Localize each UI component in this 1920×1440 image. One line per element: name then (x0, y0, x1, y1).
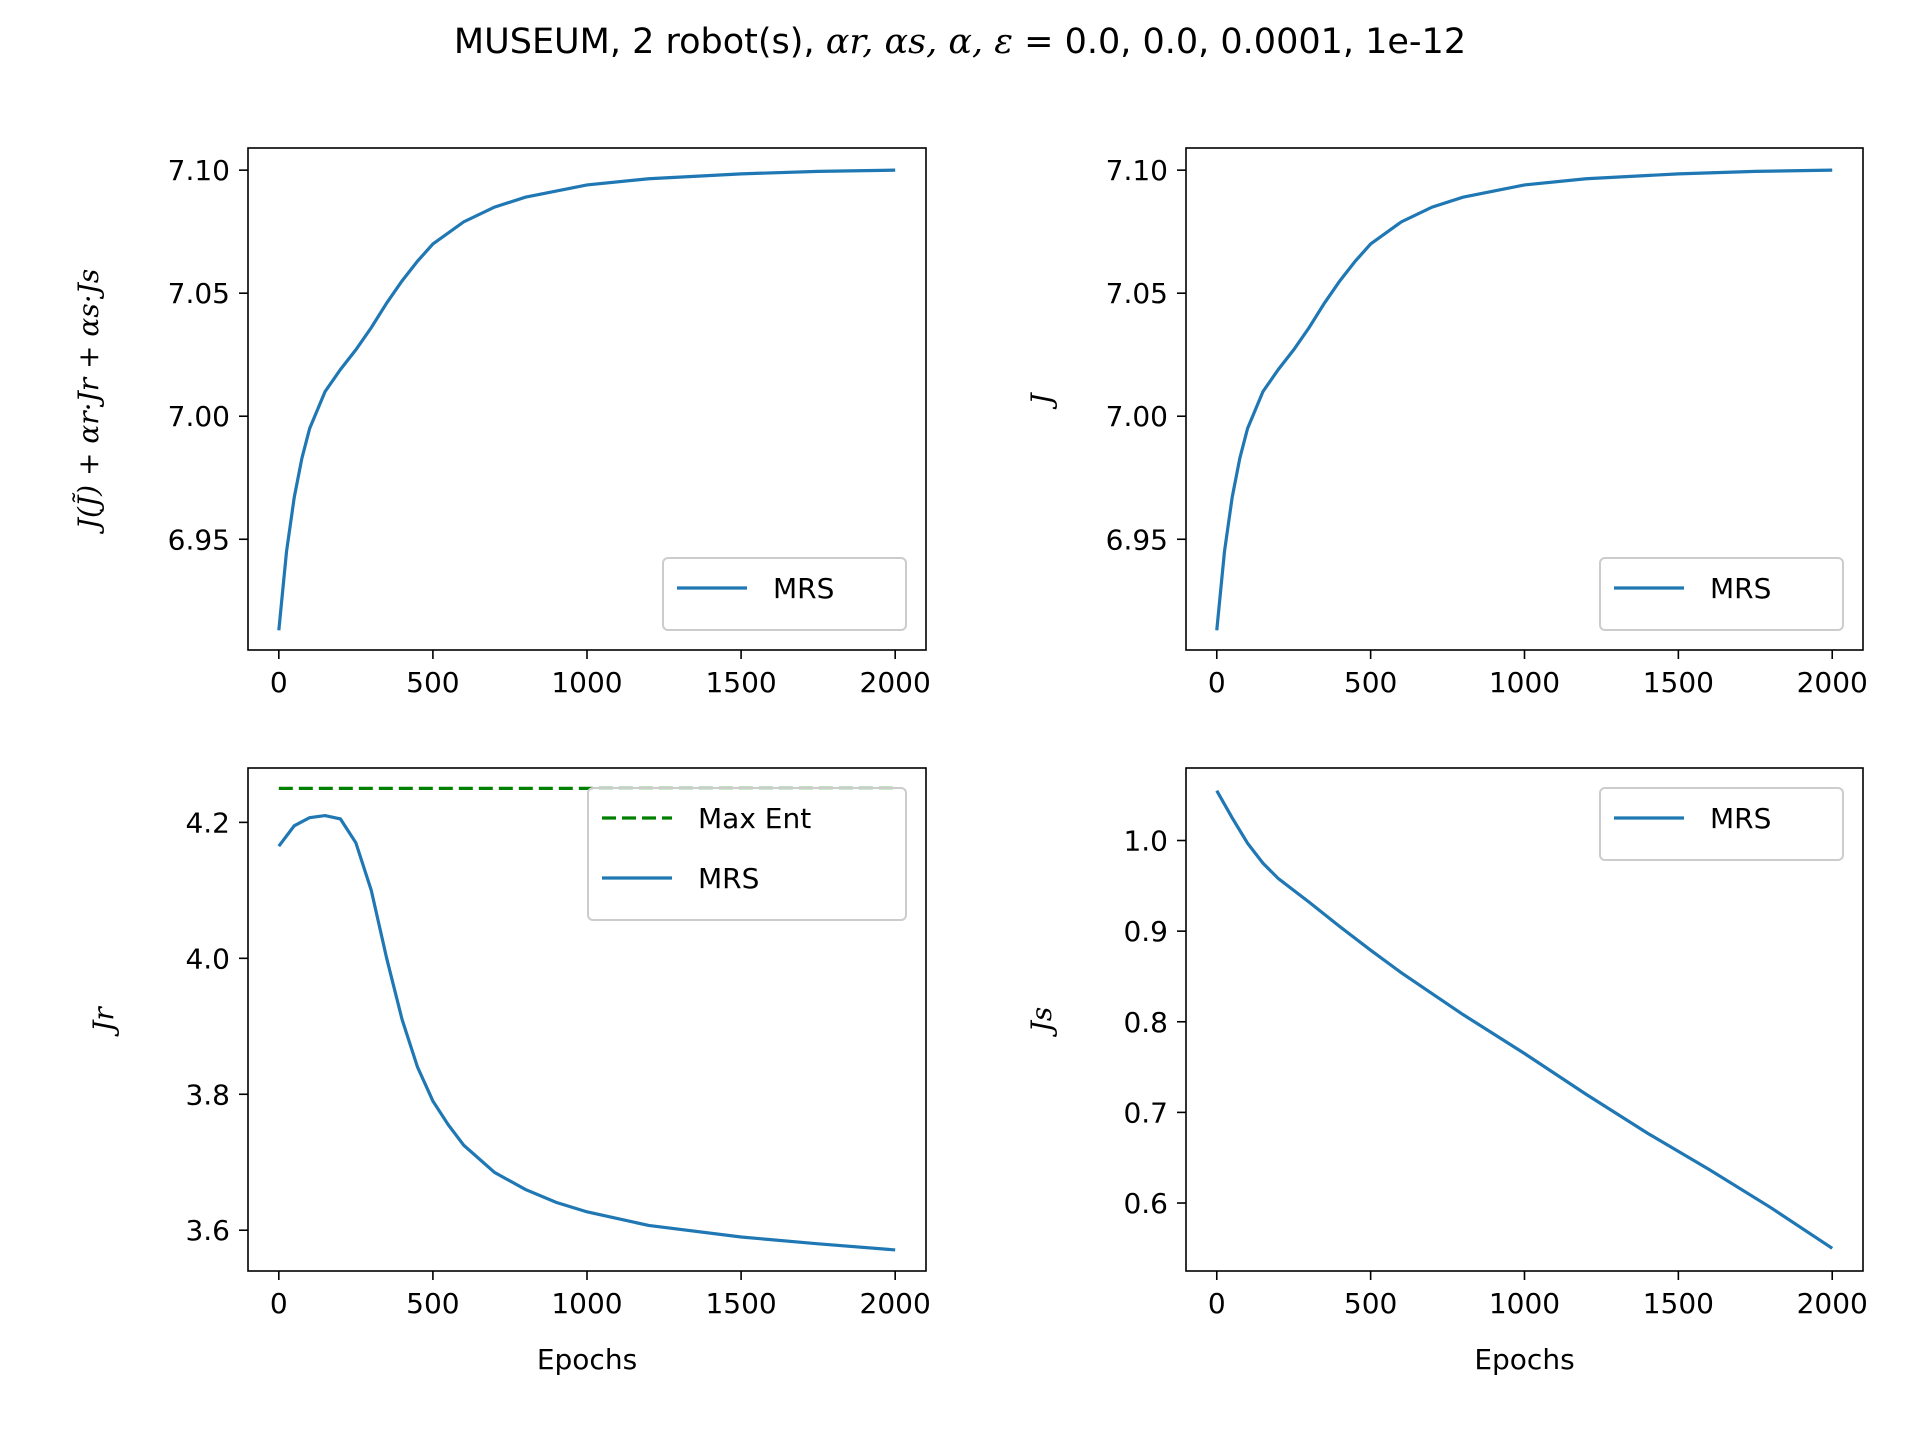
x-tick-label: 500 (1344, 1287, 1397, 1320)
legend: MRS (1599, 557, 1844, 631)
y-axis-label: J (1025, 392, 1058, 410)
x-tick-label: 2000 (1797, 1287, 1868, 1320)
y-tick-label: 3.6 (185, 1214, 230, 1247)
x-tick-label: 2000 (1797, 666, 1868, 699)
series-line-mrs (1215, 168, 1833, 631)
legend-label: MRS (773, 572, 834, 605)
x-tick-label: 0 (270, 666, 288, 699)
x-tick-label: 500 (406, 1287, 459, 1320)
y-tick-label: 4.2 (185, 806, 230, 839)
legend: MRS (662, 557, 907, 631)
series-line-mrs (277, 168, 896, 631)
y-tick-label: 7.00 (168, 400, 230, 433)
y-tick-label: 0.7 (1123, 1096, 1168, 1129)
y-axis-label: Js (1025, 1007, 1058, 1038)
y-tick-label: 7.05 (168, 277, 230, 310)
y-tick-label: 7.00 (1106, 400, 1168, 433)
y-tick-label: 7.10 (1106, 154, 1168, 187)
legend-label: MRS (698, 862, 759, 895)
x-tick-label: 1500 (705, 1287, 776, 1320)
legend-label: Max Ent (698, 802, 811, 835)
x-tick-label: 2000 (860, 666, 931, 699)
x-tick-label: 1000 (1489, 666, 1560, 699)
figure-title: MUSEUM, 2 robot(s), αr, αs, α, ε = 0.0, … (0, 22, 1920, 62)
x-tick-label: 500 (406, 666, 459, 699)
series-line-mrs (1215, 789, 1834, 1250)
y-tick-label: 7.10 (168, 154, 230, 187)
legend-label: MRS (1710, 572, 1771, 605)
figure-title-prefix: MUSEUM, 2 robot(s), (453, 22, 826, 62)
y-tick-label: 7.05 (1106, 277, 1168, 310)
y-axis-label: Jr (87, 1006, 120, 1037)
x-tick-label: 1000 (551, 666, 622, 699)
x-tick-label: 0 (270, 1287, 288, 1320)
x-tick-label: 1500 (1643, 1287, 1714, 1320)
x-tick-label: 1000 (1489, 1287, 1560, 1320)
series-line-mrs (277, 813, 896, 1252)
x-axis-label: Epochs (537, 1343, 637, 1376)
legend-label: MRS (1710, 802, 1771, 835)
x-tick-label: 2000 (860, 1287, 931, 1320)
legend: Max Ent MRS (587, 787, 907, 921)
x-tick-label: 0 (1208, 666, 1226, 699)
y-tick-label: 4.0 (185, 942, 230, 975)
y-tick-label: 0.9 (1123, 915, 1168, 948)
x-tick-label: 1500 (1643, 666, 1714, 699)
y-tick-label: 0.6 (1123, 1187, 1168, 1220)
x-tick-label: 1000 (551, 1287, 622, 1320)
y-tick-label: 6.95 (1106, 523, 1168, 556)
x-tick-label: 0 (1208, 1287, 1226, 1320)
x-tick-label: 1500 (705, 666, 776, 699)
y-axis-label: J(J̃) + αr·Jr + αs·Js (72, 269, 105, 534)
legend: MRS (1599, 787, 1844, 861)
y-tick-label: 3.8 (185, 1078, 230, 1111)
x-tick-label: 500 (1344, 666, 1397, 699)
y-tick-label: 6.95 (168, 523, 230, 556)
x-axis-label: Epochs (1474, 1343, 1574, 1376)
y-tick-label: 0.8 (1123, 1006, 1168, 1039)
figure-title-symbols: αr, αs, α, ε (825, 22, 1013, 62)
figure-title-suffix: = 0.0, 0.0, 0.0001, 1e-12 (1013, 22, 1467, 62)
y-tick-label: 1.0 (1123, 825, 1168, 858)
